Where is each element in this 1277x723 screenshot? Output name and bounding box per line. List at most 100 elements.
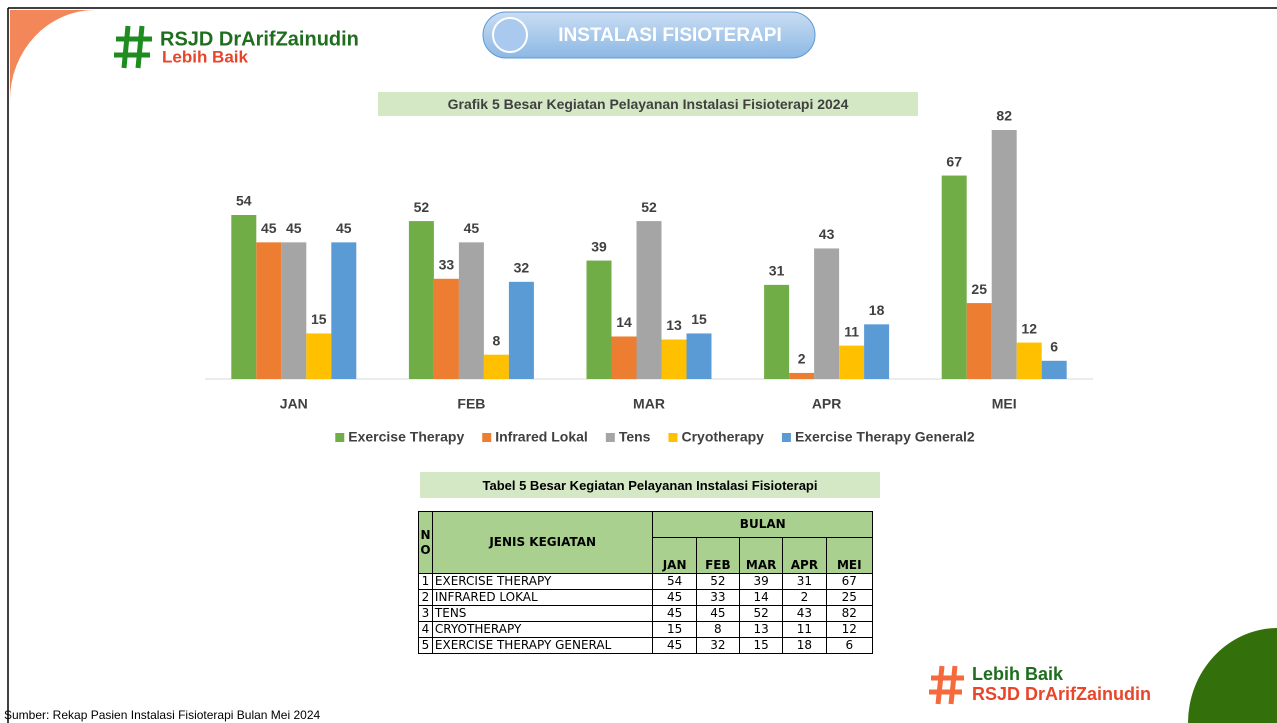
legend-label: Tens [619,429,651,445]
legend-label: Cryotherapy [681,429,764,445]
bar [433,278,459,379]
header-no: NO [418,511,433,574]
bar [508,281,534,379]
value-cell: 5 [418,637,433,654]
data-label: 67 [946,153,962,169]
data-label: 39 [591,238,607,254]
header-month: FEB [695,537,741,574]
data-label: 32 [514,260,530,276]
value-cell: 45 [652,637,697,654]
data-label: 11 [844,323,859,339]
legend-swatch [335,433,345,442]
value-cell: 52 [738,605,784,622]
data-label: 6 [1050,338,1058,354]
unit-title: INSTALASI FISIOTERAPI [558,25,781,46]
bar [281,242,307,379]
data-label: 45 [464,220,480,236]
footer-hash [929,665,964,705]
table-row: 4 CRYOTHERAPY 15 8 13 11 12 [418,621,874,638]
footer-brand: RSJD DrArifZainudin [972,684,1151,704]
bar [636,221,662,379]
value-cell: 82 [825,605,874,622]
value-cell: 33 [695,589,741,606]
bar [331,242,357,379]
value-cell: 11 [782,621,827,638]
table-row: 3 TENS 45 45 52 43 82 [418,605,874,622]
bar [1016,342,1042,379]
data-label: 45 [286,220,302,236]
table-title: Tabel 5 Besar Kegiatan Pelayanan Instala… [420,472,880,498]
value-cell: 43 [782,605,827,622]
value-cell: 2 [782,589,827,606]
slogan: Lebih Baik [162,47,249,66]
x-tick-label: MEI [992,396,1017,412]
bar [408,221,434,379]
bar [941,175,967,379]
logo-hash [114,25,152,69]
bar [458,242,484,379]
bar [764,284,790,379]
bar [814,248,840,379]
bar [661,339,687,379]
legend-swatch [482,433,492,442]
header-month: MEI [825,537,874,574]
data-label: 15 [691,311,707,327]
header-month: APR [782,537,827,574]
data-label: 2 [798,351,806,367]
value-cell: 8 [695,621,741,638]
value-cell: 4 [418,621,433,638]
x-tick-label: FEB [457,396,485,412]
value-cell: 31 [782,573,827,590]
data-label: 8 [493,332,501,348]
header-item: JENIS KEGIATAN [431,511,654,574]
value-cell: 25 [825,589,874,606]
header-group: BULAN [652,511,873,538]
bar [966,303,992,379]
table-row: 2 INFRARED LOKAL 45 33 14 2 25 [418,589,874,606]
x-tick-label: MAR [633,396,665,412]
value-cell: 1 [418,573,433,590]
value-cell: 13 [738,621,784,638]
legend-label: Exercise Therapy [348,429,464,445]
value-cell: 12 [825,621,874,638]
value-cell: 15 [652,621,697,638]
value-cell: 14 [738,589,784,606]
brand: RSJD DrArifZainudin [160,28,359,50]
value-cell: 45 [695,605,741,622]
table-row: 5 EXERCISE THERAPY GENERAL 45 32 15 18 6 [418,637,874,654]
header-month: JAN [652,537,697,574]
source-note: Sumber: Rekap Pasien Instalasi Fisiotera… [4,708,320,722]
bar [483,354,509,379]
item-cell: EXERCISE THERAPY [431,573,654,590]
legend-label: Infrared Lokal [495,429,588,445]
bar [1041,360,1067,379]
bar [789,372,815,379]
bar [839,345,865,379]
data-label: 45 [336,220,352,236]
value-cell: 67 [825,573,874,590]
data-label: 54 [236,193,252,209]
data-label: 25 [971,281,987,297]
value-cell: 32 [695,637,741,654]
data-label: 52 [414,199,430,215]
data-label: 52 [641,199,657,215]
value-cell: 3 [418,605,433,622]
data-label: 13 [666,317,682,333]
item-cell: TENS [431,605,654,622]
data-label: 43 [819,226,835,242]
data-label: 12 [1021,320,1037,336]
header-month: MAR [738,537,784,574]
value-cell: 18 [782,637,827,654]
table-row: 1 EXERCISE THERAPY 54 52 39 31 67 [418,573,874,590]
data-label: 14 [616,314,632,330]
bar [231,215,257,379]
legend-swatch [605,433,615,442]
value-cell: 45 [652,605,697,622]
value-cell: 45 [652,589,697,606]
bar [586,260,612,379]
bar [864,324,890,379]
legend-swatch [781,433,791,442]
bar [991,130,1017,379]
